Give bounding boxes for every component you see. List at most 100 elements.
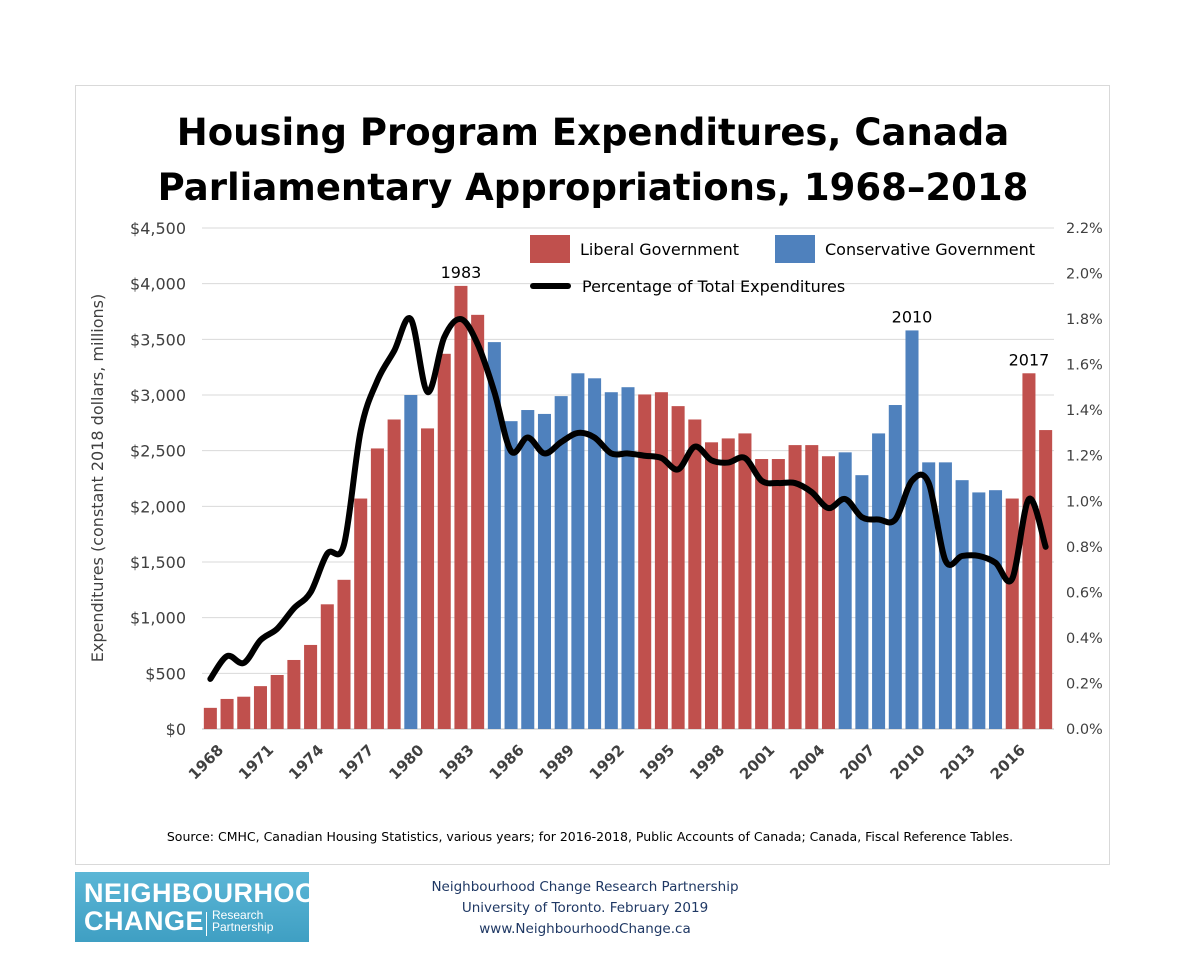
x-tick-label: 2016 (987, 741, 1029, 783)
y-tick-label: $3,000 (130, 386, 186, 405)
y2-tick-label: 1.4% (1066, 403, 1103, 419)
y-tick-label: $4,500 (130, 219, 186, 238)
bar-2005 (821, 456, 835, 729)
y-tick-label: $2,500 (130, 442, 186, 461)
bar-2018 (1039, 430, 1053, 729)
legend-label-percentage: Percentage of Total Expenditures (582, 277, 845, 296)
bar-1993 (621, 387, 635, 729)
y-tick-label: $1,500 (130, 553, 186, 572)
logo-text-2: CHANGE (84, 906, 205, 936)
x-tick-label: 2013 (937, 741, 979, 783)
percentage-line (207, 315, 1049, 682)
bar-1985 (487, 342, 501, 729)
bar-1992 (604, 392, 618, 729)
bar-1970 (237, 696, 251, 729)
x-tick-label: 2007 (836, 741, 878, 783)
bar-2014 (972, 492, 986, 729)
annotation-2017: 2017 (1009, 350, 1050, 369)
bar-1984 (471, 314, 485, 729)
chart-subtitle: Parliamentary Appropriations, 1968–2018 (158, 166, 1029, 209)
bar-1999 (721, 438, 735, 729)
logo-partnership: Partnership (212, 920, 274, 934)
chart-title: Housing Program Expenditures, Canada (177, 111, 1010, 154)
y2-tick-label: 1.0% (1066, 494, 1103, 510)
bar-1990 (571, 373, 585, 729)
bar-2003 (788, 445, 802, 729)
logo-text-1: NEIGHBOURHOOD (84, 878, 337, 908)
bar-2001 (755, 459, 769, 729)
bar-1977 (354, 498, 368, 729)
bar-2002 (771, 459, 785, 729)
x-tick-label: 1995 (636, 741, 678, 783)
x-tick-label: 1983 (435, 741, 477, 783)
logo-divider (206, 912, 207, 936)
bar-1994 (638, 394, 652, 729)
x-tick-label: 1974 (285, 741, 327, 783)
x-tick-label: 1971 (235, 741, 277, 783)
bar-1974 (304, 644, 318, 729)
bar-2013 (955, 480, 969, 729)
y2-tick-label: 0.2% (1066, 676, 1103, 692)
bar-1988 (537, 413, 551, 729)
source-note: Source: CMHC, Canadian Housing Statistic… (167, 829, 1013, 844)
bar-1969 (220, 698, 234, 729)
credit-block: Neighbourhood Change Research Partnershi… (385, 877, 785, 940)
annotation-1983: 1983 (441, 263, 482, 282)
bar-2008 (872, 433, 886, 729)
bar-2004 (805, 445, 819, 729)
bar-1996 (671, 406, 685, 729)
y-tick-label: $1,000 (130, 609, 186, 628)
bar-1979 (387, 419, 401, 729)
bar-1986 (504, 421, 518, 729)
legend-swatch-liberal (530, 235, 570, 263)
bar-2015 (989, 490, 1003, 729)
y2-tick-label: 0.6% (1066, 585, 1103, 601)
bar-2016 (1005, 498, 1019, 729)
bar-2010 (905, 330, 919, 729)
x-tick-label: 2001 (736, 741, 778, 783)
bar-1982 (437, 353, 451, 729)
neighbourhood-change-logo: NEIGHBOURHOOD CHANGE Research Partnership (75, 872, 336, 942)
y2-tick-label: 2.2% (1066, 221, 1103, 237)
bar-1972 (270, 675, 284, 729)
bar-2011 (922, 462, 936, 729)
x-tick-label: 1998 (686, 741, 728, 783)
bar-1983 (454, 285, 468, 729)
bar-2009 (888, 405, 902, 729)
bar-2012 (938, 462, 952, 729)
x-tick-label: 1968 (185, 741, 227, 783)
bar-2007 (855, 475, 869, 729)
y2-tick-label: 0.0% (1066, 722, 1103, 738)
x-tick-label: 2010 (887, 741, 929, 783)
legend-label-conservative: Conservative Government (825, 240, 1035, 259)
x-tick-label: 1977 (335, 741, 377, 783)
x-tick-label: 1980 (385, 741, 427, 783)
bar-2017 (1022, 373, 1036, 729)
x-tick-label: 1986 (486, 741, 528, 783)
y2-tick-label: 1.2% (1066, 449, 1103, 465)
y-tick-label: $500 (145, 664, 186, 683)
y-tick-label: $0 (166, 720, 186, 739)
y-tick-label: $4,000 (130, 275, 186, 294)
bar-1987 (521, 410, 535, 729)
legend-swatch-conservative (775, 235, 815, 263)
bar-1975 (320, 604, 334, 729)
bar-2000 (738, 433, 752, 729)
y2-tick-label: 1.8% (1066, 312, 1103, 328)
legend-label-liberal: Liberal Government (580, 240, 739, 259)
y2-tick-label: 1.6% (1066, 358, 1103, 374)
bar-1968 (203, 707, 217, 729)
bar-1991 (588, 378, 602, 729)
bar-2006 (838, 452, 852, 729)
y-tick-label: $3,500 (130, 330, 186, 349)
logo-text-3: Research Partnership (212, 909, 273, 933)
credit-line-3[interactable]: www.NeighbourhoodChange.ca (479, 921, 691, 937)
y2-tick-label: 2.0% (1066, 267, 1103, 283)
chart-frame (75, 85, 1110, 865)
y2-tick-label: 0.4% (1066, 631, 1103, 647)
y2-tick-label: 0.8% (1066, 540, 1103, 556)
credit-line-2: University of Toronto. February 2019 (461, 900, 709, 916)
x-tick-label: 1992 (586, 741, 628, 783)
logo-research: Research (212, 908, 264, 922)
